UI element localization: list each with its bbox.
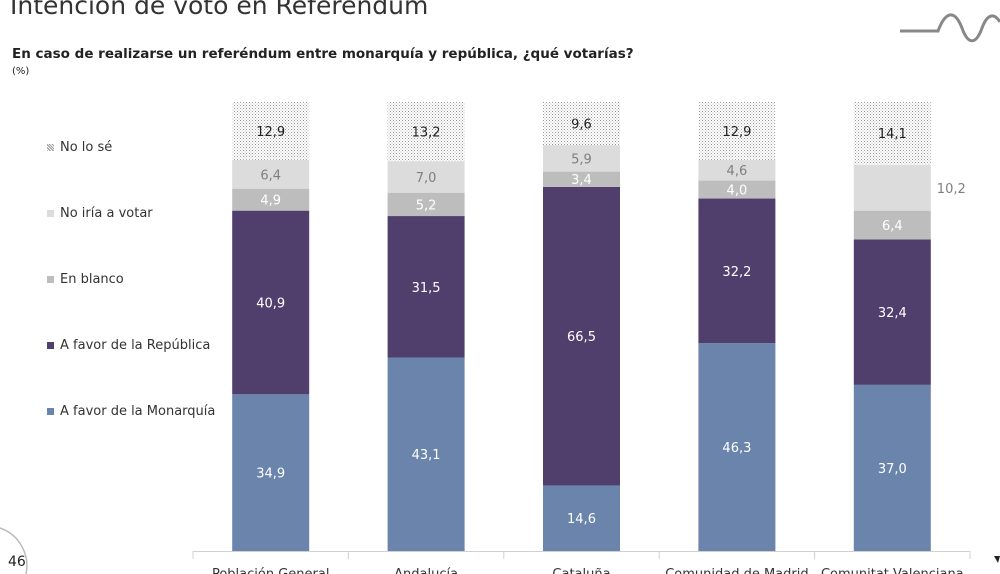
data-label: 10,2 — [937, 182, 966, 197]
bar-segment — [853, 239, 931, 385]
bar-segment — [232, 188, 310, 211]
bar-segment — [853, 164, 931, 211]
data-label: 9,6 — [571, 118, 592, 133]
data-label: 5,2 — [416, 198, 437, 213]
data-label: 43,1 — [412, 448, 441, 463]
bar-segment — [543, 145, 620, 172]
data-label: 32,4 — [878, 306, 907, 321]
bar-segment — [543, 485, 620, 551]
bar-segment — [698, 159, 776, 181]
data-label: 66,5 — [567, 330, 596, 345]
page-circle-decoration — [0, 527, 28, 574]
legend-label: A favor de la Monarquía — [60, 404, 216, 419]
bar-segment — [232, 394, 310, 551]
legend-swatch — [47, 210, 54, 217]
bar-segment — [232, 102, 310, 160]
page-number: 46 — [8, 554, 26, 570]
bar-segment — [387, 102, 465, 162]
bar-segment — [387, 192, 465, 217]
bar-segment — [232, 210, 310, 395]
bar-segment — [698, 198, 776, 344]
x-tick-label: Población General — [212, 567, 329, 574]
data-label: 12,9 — [256, 125, 285, 140]
bar-segment — [543, 102, 620, 146]
page-title: Intención de voto en Referéndum — [10, 0, 429, 20]
data-label: 34,9 — [256, 467, 285, 482]
x-tick-label: Comunidad de Madrid — [665, 567, 808, 574]
bar-segment — [387, 357, 465, 551]
data-label: 46,3 — [722, 441, 751, 456]
bar-segment — [853, 210, 931, 240]
data-label: 12,9 — [722, 125, 751, 140]
data-label: 40,9 — [256, 296, 285, 311]
bar-segment — [543, 186, 620, 486]
data-label: 3,4 — [571, 173, 592, 188]
legend-label: En blanco — [60, 272, 124, 287]
legend-swatch — [47, 342, 54, 349]
legend-swatch — [47, 408, 54, 415]
legend-item: No iría a votar — [47, 206, 153, 221]
legend-label: No iría a votar — [60, 206, 153, 221]
x-tick-label: Cataluña — [552, 567, 610, 574]
data-label: 6,4 — [882, 219, 903, 234]
legend-swatch — [47, 276, 54, 283]
data-label: 37,0 — [878, 462, 907, 477]
data-label: 6,4 — [260, 168, 281, 183]
chart-subtitle: En caso de realizarse un referéndum entr… — [12, 46, 634, 62]
unit-label: (%) — [12, 66, 30, 77]
data-label: 4,9 — [260, 194, 281, 209]
bar-segment — [698, 102, 776, 160]
x-tick-label: Andalucía — [394, 567, 458, 574]
data-label: 5,9 — [571, 152, 592, 167]
data-label: 14,6 — [567, 512, 596, 527]
bar-segment — [853, 384, 931, 551]
bar-segment — [387, 216, 465, 358]
x-tick-label: Comunitat Valenciana — [821, 567, 964, 574]
legend-item: A favor de la República — [47, 338, 210, 353]
wave-decoration-icon — [900, 13, 1000, 43]
legend-label: A favor de la República — [60, 338, 211, 353]
data-label: 13,2 — [412, 126, 441, 141]
legend-item: En blanco — [47, 272, 124, 287]
bar-segment — [698, 180, 776, 199]
data-label: 4,6 — [727, 164, 748, 179]
bar-segment — [387, 161, 465, 193]
bar-segment — [232, 159, 310, 189]
corner-arrow-icon — [994, 556, 1000, 563]
data-label: 7,0 — [416, 171, 437, 186]
data-label: 14,1 — [878, 127, 907, 142]
bar-segment — [543, 171, 620, 187]
data-label: 4,0 — [727, 184, 748, 199]
legend-item: No lo sé — [47, 140, 112, 155]
legend-swatch — [47, 144, 54, 151]
data-label: 32,2 — [722, 265, 751, 280]
data-label: 31,5 — [412, 281, 441, 296]
bar-segment — [853, 101, 931, 165]
legend-item: A favor de la Monarquía — [47, 404, 215, 419]
bar-segment — [698, 343, 776, 551]
legend-label: No lo sé — [60, 140, 113, 155]
